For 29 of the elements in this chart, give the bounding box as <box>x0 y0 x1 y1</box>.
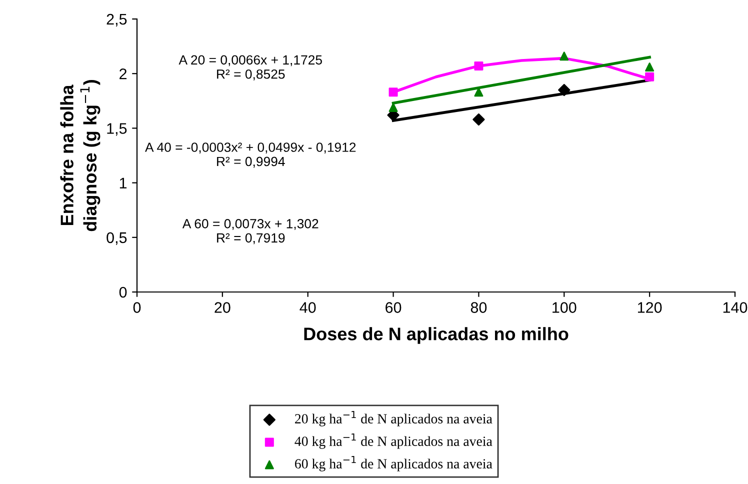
point <box>474 61 484 70</box>
x-tick-label: 60 <box>386 302 402 313</box>
annotation: A 40 = -0,0003x² + 0,0499x - 0,1912 R² = 0,9994 <box>145 142 356 168</box>
point <box>645 72 654 82</box>
x-tick-label: 140 <box>723 302 748 313</box>
x-tick-label: 0 <box>133 302 141 313</box>
point <box>560 52 569 61</box>
x-tick-label: 120 <box>638 302 662 313</box>
legend-label: 20 kg ha$^{−1}$ de N aplicados na aveia <box>295 410 492 426</box>
x-tick-label: 40 <box>300 302 316 313</box>
y-tick-label: 1 <box>120 178 127 188</box>
legend-label: 40 kg ha$^{−1}$ de N aplicados na aveia <box>294 433 492 449</box>
y-tick-label: 2 <box>120 68 127 80</box>
x-axis-title: Doses de N aplicadas no milho <box>304 327 568 344</box>
annotation: A 20 = 0,0066x + 1,1725 R² = 0,8525 <box>178 55 322 80</box>
x-tick-label: 100 <box>552 302 576 313</box>
point <box>472 113 485 126</box>
legend-label: 60 kg ha$^{−1}$ de N aplicados na aveia <box>295 456 492 472</box>
point <box>645 62 654 72</box>
y-tick-label: 2,5 <box>106 14 127 26</box>
y-tick-label: 0 <box>119 286 127 298</box>
x-tick-label: 80 <box>470 302 487 313</box>
y-tick-label: 0,5 <box>106 232 127 245</box>
point <box>558 84 570 96</box>
annotation: A 60 = 0,0073x + 1,302 R² = 0,7919 <box>182 219 318 244</box>
y-tick-label: 1,5 <box>107 123 127 136</box>
y-axis-title: Enxofre na folha diagnose (g kg$^{−1}$) <box>60 80 100 232</box>
point <box>388 88 398 97</box>
x-tick-label: 20 <box>214 302 230 313</box>
